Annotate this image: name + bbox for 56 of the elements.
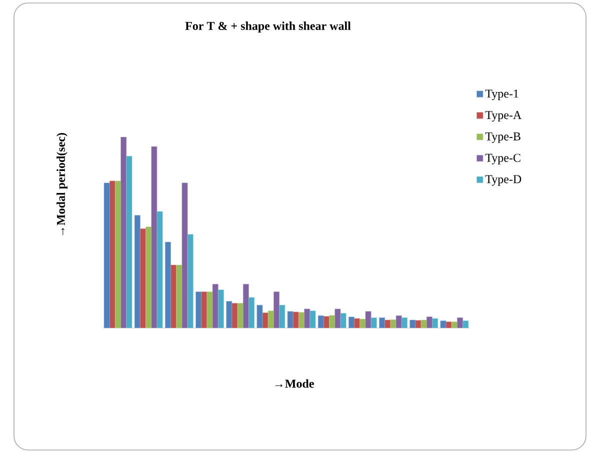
bar [457, 318, 463, 328]
bar [104, 182, 110, 328]
bar [176, 264, 182, 328]
bar [432, 318, 438, 328]
bar [196, 292, 202, 328]
bar [287, 311, 294, 328]
bar [248, 297, 254, 328]
bar [462, 320, 469, 328]
bar [396, 315, 402, 328]
x-axis-title: →Mode [275, 379, 314, 388]
bar [226, 301, 232, 328]
bar [212, 284, 218, 328]
bar [304, 308, 310, 328]
legend-label: Type-1 [485, 90, 518, 100]
bar [115, 180, 121, 328]
bar [348, 316, 354, 328]
legend-label: Type-C [485, 154, 520, 164]
bar [187, 234, 194, 328]
bar [340, 313, 346, 328]
bar [390, 319, 396, 328]
bar [146, 226, 152, 328]
bar [310, 310, 316, 328]
legend-label: Type-D [485, 175, 522, 186]
bar [451, 322, 458, 328]
bar [274, 292, 280, 328]
bar [410, 320, 416, 328]
chart-title: For T & + shape with shear wall [185, 22, 351, 32]
legend-label: Type-A [485, 111, 522, 122]
bar [256, 304, 263, 328]
bar [420, 320, 427, 328]
bar [379, 318, 385, 328]
bar [360, 318, 366, 328]
bar [134, 215, 140, 328]
bar [365, 311, 372, 328]
bar [237, 303, 244, 328]
bar [268, 310, 274, 328]
bar [242, 284, 249, 328]
bar [126, 156, 132, 328]
bar [279, 304, 286, 328]
bar [156, 211, 163, 328]
bar [440, 320, 446, 328]
y-axis-title: →Modal period(sec) [56, 133, 68, 236]
bar [182, 182, 188, 328]
bar [218, 290, 224, 328]
legend-label: Type-B [485, 132, 520, 143]
bar [120, 137, 127, 328]
bar [402, 318, 408, 328]
bar [318, 315, 324, 328]
bar [151, 146, 158, 328]
bar [370, 318, 377, 328]
bar [165, 242, 171, 328]
bar [329, 315, 336, 328]
bar [426, 316, 432, 328]
bar [334, 308, 341, 328]
bar [298, 312, 304, 328]
bar [206, 292, 213, 328]
